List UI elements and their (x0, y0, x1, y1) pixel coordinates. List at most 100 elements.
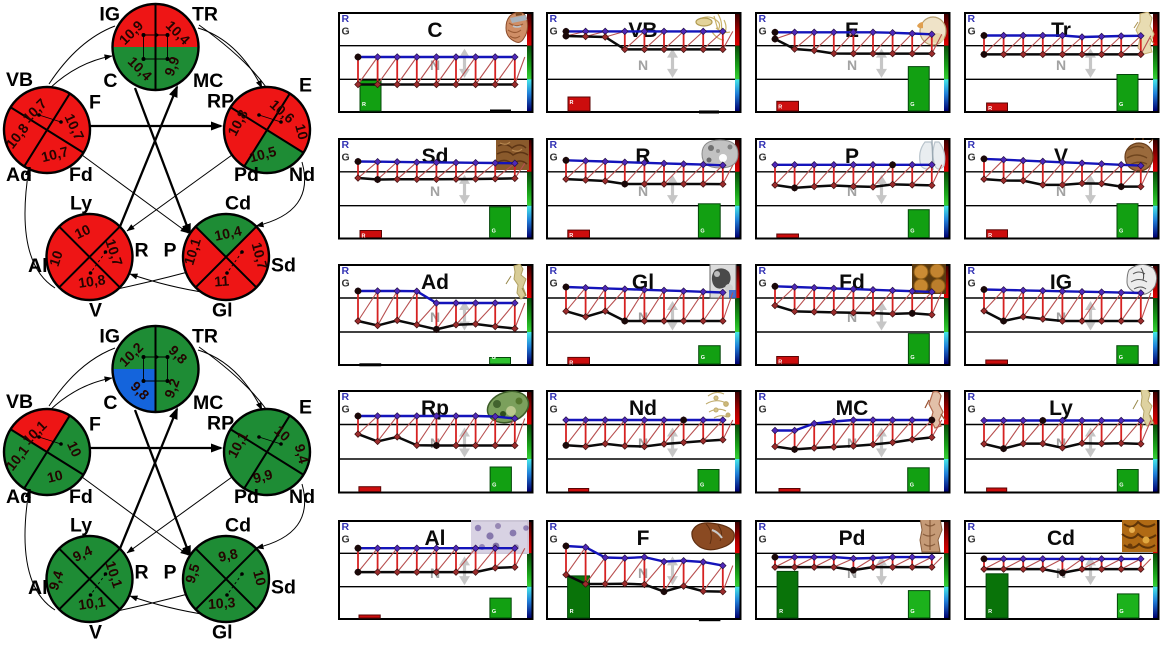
svg-text:R: R (550, 265, 558, 277)
svg-text:G: G (759, 534, 767, 546)
svg-text:Al: Al (28, 255, 48, 277)
svg-text:Ly: Ly (70, 193, 92, 215)
svg-text:R: R (341, 265, 349, 277)
svg-text:R: R (135, 562, 149, 584)
svg-text:R: R (778, 104, 782, 110)
svg-text:R: R (759, 391, 767, 403)
svg-text:G: G (967, 152, 975, 164)
svg-text:10,3: 10,3 (208, 594, 237, 612)
svg-text:Cd: Cd (1047, 527, 1075, 550)
svg-text:R: R (779, 609, 783, 615)
svg-text:N: N (1055, 309, 1065, 325)
svg-text:G: G (1119, 229, 1123, 235)
svg-text:G: G (491, 355, 495, 361)
svg-text:G: G (910, 483, 914, 489)
svg-text:N: N (638, 183, 648, 199)
svg-text:N: N (429, 57, 439, 73)
svg-text:MC: MC (836, 397, 869, 420)
svg-text:R: R (988, 609, 992, 615)
svg-text:Cd: Cd (225, 193, 251, 215)
svg-text:G: G (341, 278, 349, 290)
svg-text:G: G (759, 152, 767, 164)
svg-text:G: G (700, 229, 704, 235)
svg-text:Fd: Fd (69, 164, 93, 186)
svg-text:G: G (759, 404, 767, 416)
svg-text:G: G (550, 278, 558, 290)
svg-text:R: R (988, 106, 992, 112)
svg-text:C: C (427, 19, 442, 42)
svg-text:F: F (637, 527, 650, 550)
svg-text:10,7: 10,7 (249, 240, 272, 271)
svg-text:Nd: Nd (289, 486, 315, 508)
svg-text:9,4: 9,4 (70, 542, 95, 565)
svg-text:Ly: Ly (1049, 397, 1073, 420)
svg-text:R: R (550, 391, 558, 403)
svg-text:Pd: Pd (234, 164, 259, 186)
svg-text:G: G (1118, 355, 1122, 361)
svg-text:R: R (967, 391, 975, 403)
svg-text:G: G (701, 355, 705, 361)
svg-text:G: G (491, 609, 495, 615)
svg-text:Gl: Gl (212, 622, 233, 644)
svg-text:10,8: 10,8 (77, 271, 106, 291)
svg-text:N: N (638, 435, 648, 451)
svg-text:N: N (1055, 57, 1065, 73)
svg-text:G: G (967, 25, 975, 37)
svg-text:11: 11 (214, 273, 230, 290)
svg-text:Gl: Gl (632, 271, 654, 294)
svg-text:F: F (89, 92, 101, 114)
svg-text:VB: VB (6, 69, 33, 91)
svg-text:G: G (759, 25, 767, 37)
svg-text:10: 10 (45, 466, 64, 485)
svg-text:E: E (299, 75, 312, 97)
svg-text:IG: IG (99, 326, 120, 348)
svg-text:MC: MC (193, 392, 223, 414)
svg-text:N: N (638, 565, 648, 581)
svg-text:N: N (847, 57, 857, 73)
svg-text:V: V (89, 300, 102, 322)
svg-text:R: R (341, 139, 349, 151)
svg-text:P: P (164, 562, 177, 584)
svg-text:R: R (967, 265, 975, 277)
svg-text:N: N (1055, 183, 1065, 199)
svg-text:G: G (910, 102, 914, 108)
svg-text:R: R (550, 139, 558, 151)
svg-text:P: P (845, 145, 859, 168)
svg-text:R: R (988, 233, 992, 239)
svg-text:RP: RP (207, 413, 234, 435)
svg-text:G: G (550, 25, 558, 37)
svg-text:TR: TR (192, 326, 218, 348)
svg-text:R: R (759, 13, 767, 25)
svg-text:R: R (569, 360, 573, 366)
svg-text:R: R (570, 609, 574, 615)
svg-text:9,5: 9,5 (182, 562, 203, 585)
svg-text:C: C (103, 392, 117, 414)
svg-text:R: R (341, 391, 349, 403)
svg-text:G: G (341, 25, 349, 37)
svg-text:G: G (1119, 102, 1123, 108)
svg-text:Rp: Rp (421, 397, 449, 420)
svg-text:10,1: 10,1 (77, 593, 106, 613)
svg-text:Tr: Tr (1051, 19, 1071, 42)
svg-text:G: G (492, 483, 496, 489)
svg-text:R: R (341, 13, 349, 25)
svg-text:Al: Al (28, 577, 48, 599)
svg-text:R: R (341, 521, 349, 533)
svg-text:Fd: Fd (69, 486, 93, 508)
svg-text:Cd: Cd (225, 515, 251, 537)
svg-text:9,4: 9,4 (292, 442, 313, 465)
svg-text:Nd: Nd (629, 397, 657, 420)
svg-text:10: 10 (46, 248, 66, 268)
svg-text:N: N (1055, 435, 1065, 451)
svg-text:Gl: Gl (212, 300, 233, 322)
svg-text:Ly: Ly (70, 515, 92, 537)
svg-text:9,8: 9,8 (217, 545, 240, 565)
svg-text:N: N (847, 435, 857, 451)
svg-text:RP: RP (207, 91, 234, 113)
svg-text:G: G (1119, 483, 1123, 489)
svg-text:R: R (569, 233, 573, 239)
svg-text:R: R (759, 521, 767, 533)
svg-text:G: G (967, 404, 975, 416)
svg-text:10: 10 (64, 438, 85, 459)
svg-text:9,9: 9,9 (251, 466, 274, 487)
